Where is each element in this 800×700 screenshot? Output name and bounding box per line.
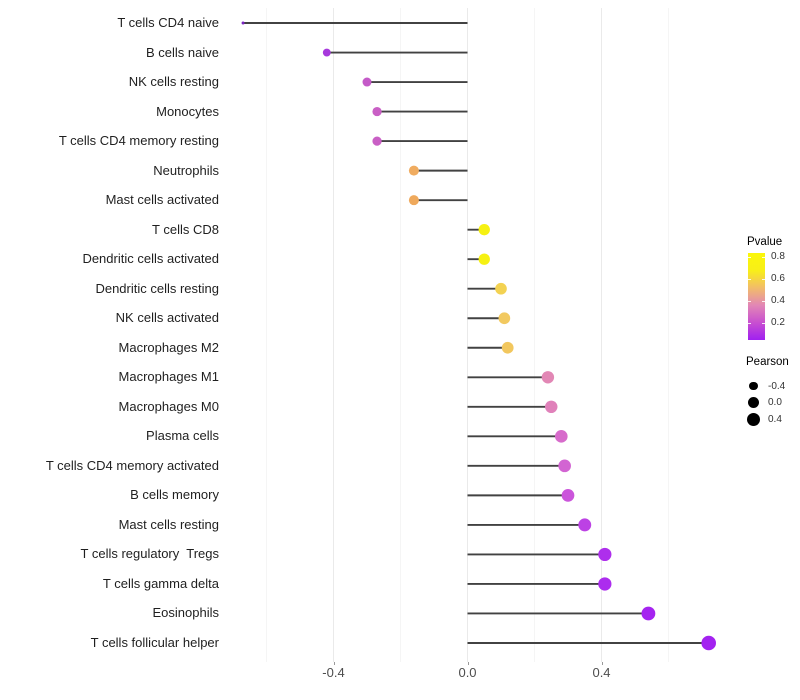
lollipop-point bbox=[408, 195, 419, 206]
x-tick-mark bbox=[333, 662, 335, 665]
lollipop-point bbox=[558, 459, 571, 473]
pearson-legend-label: 0.4 bbox=[768, 413, 782, 425]
colorbar-tick-mark bbox=[762, 322, 765, 324]
category-label: T cells CD8 bbox=[152, 221, 219, 237]
lollipop-point bbox=[501, 341, 514, 354]
lollipop-point bbox=[701, 635, 716, 651]
pearson-legend-label: 0.0 bbox=[768, 397, 782, 409]
pearson-legend-dot bbox=[747, 397, 760, 409]
category-label: Mast cells activated bbox=[105, 192, 219, 208]
lollipop-point bbox=[372, 106, 382, 117]
colorbar-tick-mark bbox=[762, 279, 765, 281]
pearson-legend-title: Pearson bbox=[746, 356, 789, 368]
category-label: NK cells resting bbox=[128, 74, 219, 90]
category-label: B cells memory bbox=[130, 487, 219, 503]
pvalue-legend: Pvalue 0.8 0.6 0.4 0.2 bbox=[747, 236, 800, 340]
pearson-legend-item: 0.4 bbox=[746, 411, 789, 428]
lollipop-point bbox=[598, 577, 612, 591]
category-label: Eosinophils bbox=[152, 605, 220, 621]
category-label: Dendritic cells activated bbox=[82, 251, 219, 267]
x-tick-label: 0.0 bbox=[458, 665, 477, 680]
pearson-legend-dot bbox=[749, 382, 758, 391]
colorbar-tick-mark bbox=[748, 257, 751, 259]
lollipop-point bbox=[561, 489, 575, 502]
lollipop-point bbox=[545, 400, 558, 414]
category-label: T cells gamma delta bbox=[102, 575, 219, 591]
category-label: Dendritic cells resting bbox=[95, 280, 219, 296]
x-tick-mark bbox=[467, 662, 469, 665]
pvalue-legend-title: Pvalue bbox=[747, 236, 783, 248]
lollipop-point bbox=[241, 21, 245, 25]
x-tick-mark bbox=[601, 662, 603, 665]
pvalue-colorbar bbox=[748, 253, 765, 340]
category-label: T cells follicular helper bbox=[90, 634, 219, 650]
x-tick-label: 0.4 bbox=[592, 665, 611, 680]
pvalue-tick-label: 0.8 bbox=[771, 251, 785, 263]
pearson-legend-dot bbox=[746, 412, 761, 426]
category-label: NK cells activated bbox=[115, 310, 219, 326]
pearson-legend-label: -0.4 bbox=[768, 380, 786, 392]
category-label: T cells CD4 naive bbox=[117, 15, 219, 30]
lollipop-point bbox=[578, 518, 592, 532]
lollipop-point bbox=[555, 430, 568, 443]
category-label: Plasma cells bbox=[146, 428, 219, 444]
lollipop-point bbox=[362, 77, 372, 87]
lollipop-point bbox=[322, 48, 331, 57]
category-label: Neutrophils bbox=[153, 162, 219, 178]
pvalue-tick-label: 0.6 bbox=[771, 273, 785, 285]
lollipop-point bbox=[498, 312, 511, 325]
pearson-legend-items: -0.4 0.0 0.4 bbox=[746, 378, 789, 428]
colorbar-tick-mark bbox=[748, 322, 751, 324]
plot-panel bbox=[241, 8, 716, 662]
pvalue-tick-label: 0.2 bbox=[771, 316, 785, 328]
colorbar-tick-mark bbox=[762, 300, 765, 302]
pearson-legend: Pearson -0.4 0.0 0.4 bbox=[746, 356, 789, 428]
category-label: Macrophages M0 bbox=[118, 398, 219, 414]
colorbar-tick-mark bbox=[748, 279, 751, 281]
lollipop-point bbox=[495, 282, 507, 295]
pearson-dot-cell bbox=[746, 412, 761, 426]
lollipop-point bbox=[408, 165, 419, 176]
lollipop-point bbox=[598, 547, 612, 562]
lollipop-point bbox=[372, 136, 382, 146]
category-label: Macrophages M2 bbox=[118, 339, 219, 355]
category-label: T cells regulatory Tregs bbox=[80, 546, 219, 562]
category-label: T cells CD4 memory activated bbox=[45, 457, 219, 473]
colorbar-tick-mark bbox=[762, 257, 765, 259]
lollipop-point bbox=[478, 253, 490, 265]
lollipop-point bbox=[478, 223, 490, 236]
x-tick-label: -0.4 bbox=[322, 665, 345, 680]
colorbar-tick-mark bbox=[748, 300, 751, 302]
pearson-dot-cell bbox=[746, 397, 761, 409]
category-label: B cells naive bbox=[146, 44, 219, 60]
pearson-dot-cell bbox=[746, 382, 761, 391]
category-labels: T cells CD4 naive B cells naive NK cells r… bbox=[0, 0, 226, 700]
category-label: T cells CD4 memory resting bbox=[58, 133, 219, 149]
category-label: Macrophages M1 bbox=[118, 369, 219, 385]
pearson-legend-item: 0.0 bbox=[746, 395, 789, 412]
pearson-legend-item: -0.4 bbox=[746, 378, 789, 395]
lollipop-point bbox=[541, 371, 555, 384]
pvalue-tick-label: 0.4 bbox=[771, 294, 785, 306]
lollipop-point bbox=[641, 606, 656, 621]
category-label: Monocytes bbox=[156, 103, 219, 119]
category-label: Mast cells resting bbox=[118, 516, 219, 532]
